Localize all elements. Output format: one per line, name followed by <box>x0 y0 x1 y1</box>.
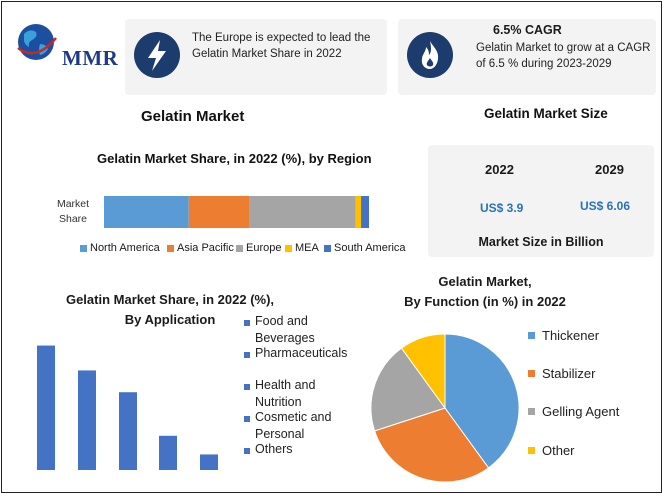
pie-slice-gelling-agent <box>370 347 446 432</box>
region-segment-north-america <box>104 196 189 228</box>
legend-swatch <box>244 320 250 326</box>
region-segment-south-america <box>361 196 369 228</box>
legend-label: Gelling Agent <box>542 404 620 419</box>
application-bar-health-and-nutrition <box>119 392 137 470</box>
legend-swatch <box>244 416 250 422</box>
legend-label: Other <box>542 443 575 458</box>
region-legend-asia-pacific: Asia Pacific <box>167 242 234 254</box>
function-legend-thickener: Thickener <box>528 328 599 343</box>
year-2022: 2022 <box>485 162 514 177</box>
region-chart-title: Gelatin Market Share, in 2022 (%), by Re… <box>97 151 372 166</box>
legend-label: North America <box>90 242 160 254</box>
region-segment-asia-pacific <box>188 196 250 228</box>
legend-swatch <box>528 332 535 339</box>
info-card-cagr: 6.5% CAGR Gelatin Market to grow at a CA… <box>398 19 656 95</box>
legend-swatch <box>236 244 243 252</box>
info-card-cagr-text: Gelatin Market to grow at a CAGR of 6.5 … <box>476 42 651 70</box>
legend-label: Asia Pacific <box>177 242 234 254</box>
region-category-label: Market Share <box>56 198 90 225</box>
application-bar-chart <box>37 345 218 470</box>
market-size-footer: Market Size in Billion <box>478 235 604 249</box>
region-legend-europe: Europe <box>236 242 281 254</box>
region-legend-north-america: North America <box>80 242 160 254</box>
application-legend-others: Others <box>255 442 293 456</box>
function-chart-title: Gelatin Market, By Function (in %) in 20… <box>404 274 566 309</box>
function-legend-stabilizer: Stabilizer <box>528 366 595 381</box>
mmr-logo: MMR <box>12 18 118 70</box>
region-legend-mea: MEA <box>285 242 319 254</box>
legend-swatch <box>528 447 535 454</box>
application-bar-food-and-beverages <box>37 345 55 470</box>
market-size-title: Gelatin Market Size <box>484 106 608 121</box>
value-2029: US$ 6.06 <box>580 199 631 213</box>
application-legend-cosmetic-and-personal: Cosmetic and Personal <box>255 410 332 441</box>
region-stacked-bar <box>104 196 369 228</box>
legend-swatch <box>80 244 87 252</box>
region-segment-mea <box>355 196 362 228</box>
legend-swatch <box>244 352 250 358</box>
globe-icon <box>17 24 57 60</box>
application-bar-pharmaceuticals <box>78 370 96 470</box>
legend-swatch <box>528 408 535 415</box>
brand-name: MMR <box>62 46 119 70</box>
legend-swatch <box>285 244 292 252</box>
legend-label: Thickener <box>542 328 600 343</box>
legend-swatch <box>244 384 250 390</box>
region-segment-europe <box>249 196 356 228</box>
region-legend-south-america: South America <box>324 242 406 254</box>
value-2022: US$ 3.9 <box>480 201 524 215</box>
application-chart-title: Gelatin Market Share, in 2022 (%), By Ap… <box>65 292 275 327</box>
main-title: Gelatin Market <box>141 108 245 125</box>
pie-slice-stabilizer <box>373 407 490 483</box>
legend-swatch <box>244 448 250 454</box>
legend-label: Europe <box>246 242 282 254</box>
application-bar-cosmetic-and-personal <box>159 435 177 470</box>
info-card-europe-text: The Europe is expected to lead the Gelat… <box>192 32 371 60</box>
flame-icon <box>407 32 453 78</box>
application-bar-others <box>200 454 218 470</box>
legend-swatch <box>528 370 535 377</box>
legend-label: Stabilizer <box>542 366 596 381</box>
application-legend-pharmaceuticals: Pharmaceuticals <box>255 346 348 360</box>
year-2029: 2029 <box>595 162 624 177</box>
cagr-heading: 6.5% CAGR <box>493 23 562 37</box>
function-pie-chart <box>370 333 520 483</box>
legend-swatch <box>167 244 174 252</box>
market-size-box: 2022 2029 US$ 3.9 US$ 6.06 Market Size i… <box>428 145 654 257</box>
legend-label: MEA <box>295 242 319 254</box>
info-card-europe: The Europe is expected to lead the Gelat… <box>125 19 387 95</box>
application-legend-health-and-nutrition: Health and Nutrition <box>255 378 316 409</box>
legend-label: South America <box>334 242 406 254</box>
pie-slice-thickener <box>444 333 520 469</box>
function-legend-other: Other <box>528 443 575 458</box>
pie-slice-other <box>400 333 446 410</box>
lightning-icon <box>134 32 180 78</box>
legend-swatch <box>324 244 331 252</box>
function-legend-gelling-agent: Gelling Agent <box>528 404 619 419</box>
application-legend-food-and-beverages: Food and Beverages <box>255 314 315 345</box>
